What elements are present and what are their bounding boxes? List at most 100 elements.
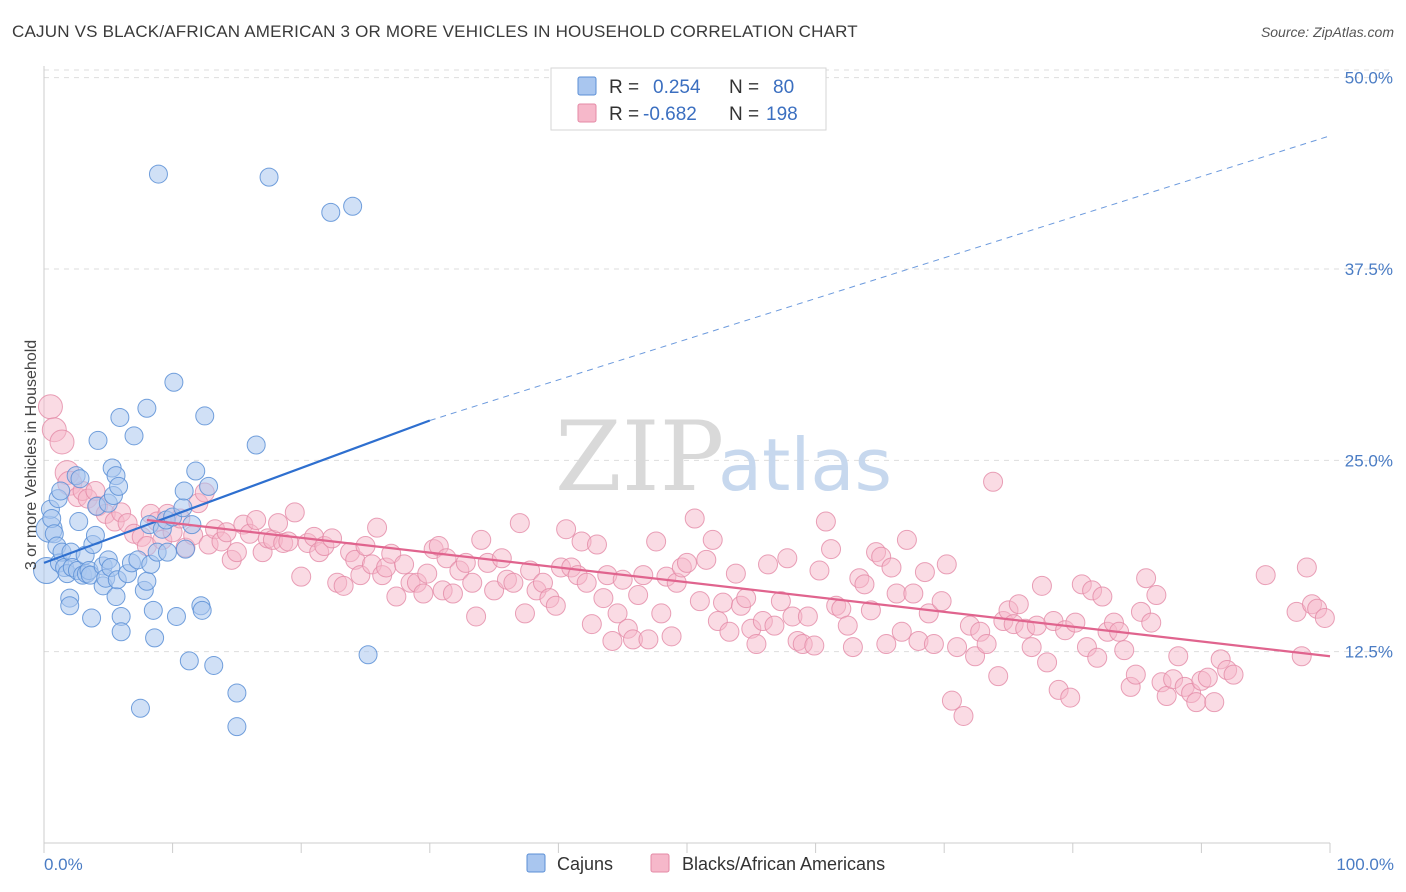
point-black-149 <box>886 583 907 604</box>
point-black-136 <box>815 511 836 532</box>
point-black-106 <box>646 531 667 552</box>
point-black-212 <box>1291 646 1312 667</box>
point-cajun-74 <box>199 476 219 496</box>
bottom-legend-swatch-cajuns <box>526 853 546 873</box>
point-cajun-47 <box>124 426 144 446</box>
point-black-122 <box>736 588 757 609</box>
legend-r-label-1: R = <box>609 77 639 98</box>
point-black-70 <box>442 583 463 604</box>
point-black-73 <box>462 572 483 593</box>
series-cajuns-points <box>33 164 378 737</box>
point-black-150 <box>891 621 912 642</box>
point-black-186 <box>1092 586 1113 607</box>
point-cajun-49 <box>130 698 150 718</box>
point-black-56 <box>367 517 388 538</box>
series-blacks-points <box>37 394 1335 726</box>
point-cajun-55 <box>143 600 163 620</box>
point-black-115 <box>696 549 717 570</box>
point-cajun-52 <box>137 398 157 418</box>
point-black-128 <box>770 591 791 612</box>
point-cajun-72 <box>192 600 212 620</box>
point-cajun-79 <box>259 167 279 187</box>
point-black-180 <box>1060 687 1081 708</box>
point-cajun-81 <box>343 196 363 216</box>
point-black-209 <box>1223 664 1244 685</box>
trend-line-cajuns <box>43 419 431 564</box>
point-black-119 <box>719 621 740 642</box>
point-black-194 <box>1136 568 1157 589</box>
point-black-161 <box>953 705 974 726</box>
point-cajun-76 <box>227 717 247 737</box>
point-cajun-13 <box>60 596 80 616</box>
point-black-112 <box>677 552 697 573</box>
point-black-181 <box>1065 612 1086 633</box>
point-black-156 <box>923 634 944 655</box>
point-black-50 <box>333 575 354 596</box>
legend-r-value-2: -0.682 <box>643 104 697 125</box>
legend-n-value-2: 198 <box>766 104 798 125</box>
point-black-133 <box>797 606 818 627</box>
source-note: Source: ZipAtlas.com <box>1260 24 1394 40</box>
point-black-129 <box>777 548 798 569</box>
point-black-82 <box>514 603 535 624</box>
y-tick-label-2: 37.5% <box>1345 260 1393 279</box>
y-tick-label-0: 12.5% <box>1345 643 1393 662</box>
point-black-158 <box>936 554 957 575</box>
point-black-93 <box>576 572 597 593</box>
point-cajun-29 <box>88 430 108 450</box>
point-cajun-42 <box>110 407 130 427</box>
legend-n-value-1: 80 <box>773 77 794 98</box>
point-black-126 <box>758 554 779 575</box>
point-cajun-61 <box>157 542 177 562</box>
point-cajun-82 <box>358 645 378 665</box>
trend-lines <box>43 135 1331 658</box>
point-black-32 <box>226 542 247 563</box>
point-cajun-64 <box>166 606 186 626</box>
point-black-30 <box>216 522 237 543</box>
watermark-atlas: atlas <box>718 423 892 507</box>
point-black-154 <box>914 562 935 583</box>
point-black-166 <box>983 471 1004 492</box>
point-black-203 <box>1186 692 1207 713</box>
point-black-195 <box>1141 612 1162 633</box>
point-black-74 <box>466 606 487 627</box>
point-black-173 <box>1021 637 1042 658</box>
point-black-109 <box>661 626 682 647</box>
point-black-171 <box>1008 594 1029 615</box>
point-cajun-56 <box>145 628 165 648</box>
point-black-160 <box>947 637 968 658</box>
trend-line-cajuns-extension <box>429 135 1331 422</box>
point-black-176 <box>1037 652 1058 673</box>
point-black-94 <box>581 614 602 635</box>
point-black-89 <box>556 519 577 540</box>
point-black-42 <box>284 502 305 523</box>
point-black-143 <box>854 574 875 595</box>
watermark-zip: ZIP <box>555 401 724 513</box>
point-cajun-8 <box>51 481 71 501</box>
point-black-39 <box>268 513 289 534</box>
point-black-152 <box>903 583 924 604</box>
point-black-116 <box>702 529 723 550</box>
point-black-120 <box>725 563 746 584</box>
point-black-157 <box>931 591 952 612</box>
bottom-legend-label-blacks: Blacks/African Americans <box>682 854 885 874</box>
point-black-167 <box>988 666 1009 687</box>
point-black-2 <box>49 429 75 455</box>
point-black-81 <box>509 513 530 534</box>
point-cajun-44 <box>111 622 131 642</box>
point-black-163 <box>965 646 986 667</box>
bottom-legend-swatch-blacks <box>650 853 670 873</box>
legend-swatch-blacks <box>577 103 597 123</box>
point-black-174 <box>1026 615 1047 636</box>
point-black-206 <box>1204 692 1225 713</box>
point-black-105 <box>638 629 659 650</box>
point-cajun-66 <box>174 481 194 501</box>
bottom-legend-label-cajuns: Cajuns <box>557 854 613 874</box>
point-black-87 <box>545 595 566 616</box>
legend-r-value-1: 0.254 <box>653 77 701 98</box>
point-black-205 <box>1197 667 1218 688</box>
point-black-61 <box>394 554 415 575</box>
point-cajun-75 <box>204 655 224 675</box>
point-cajun-63 <box>164 372 184 392</box>
